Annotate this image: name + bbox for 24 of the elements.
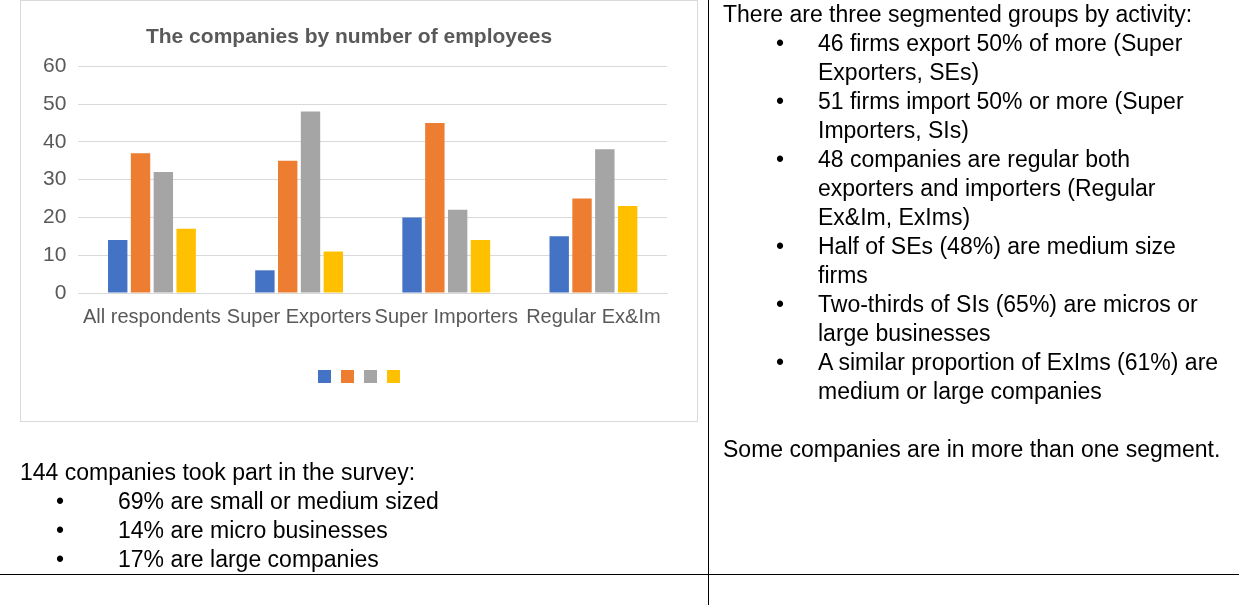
text: Some companies are in more than one segment. (723, 435, 1222, 464)
y-tick-label: 30 (43, 166, 67, 190)
y-tick-label: 10 (43, 242, 67, 265)
text: 144 companies took part in the survey: (20, 458, 417, 487)
x-tick-label: Super Exporters (226, 304, 372, 327)
chart-title: The companies by number of employees (145, 24, 553, 48)
y-tick-label: 0 (54, 279, 67, 303)
x-tick-label: Regular Ex&Im (526, 304, 661, 327)
text: • 48 companies are regular both exporters and importers (Regular Ex&Im, ExIms) (776, 146, 1156, 230)
y-tick-label: 40 (43, 128, 67, 152)
text: There are three segmented groups by activity: (723, 0, 1194, 29)
text: • 46 firms export 50% of more (Super Exporters, SEs) (776, 30, 1183, 85)
y-tick-label: 60 (43, 53, 67, 76)
y-tick-label: 20 (43, 204, 67, 228)
text: • Two-thirds of SIs (65%) are micros or large businesses (776, 291, 1198, 346)
y-tick-label: 50 (43, 90, 67, 114)
text: • 69% are small or medium sized (56, 488, 439, 514)
x-tick-label: Super Importers (374, 304, 518, 327)
text: • A similar proportion of ExIms (61%) are medium or large companies (776, 349, 1219, 404)
text: • Half of SEs (48%) are medium size firms (776, 233, 1176, 288)
text: • 14% are micro businesses (56, 517, 388, 543)
text: • 17% are large companies (56, 546, 379, 572)
x-tick-label: All respondents (83, 304, 221, 327)
text: • 51 firms import 50% or more (Super Importers, SIs) (776, 88, 1184, 143)
